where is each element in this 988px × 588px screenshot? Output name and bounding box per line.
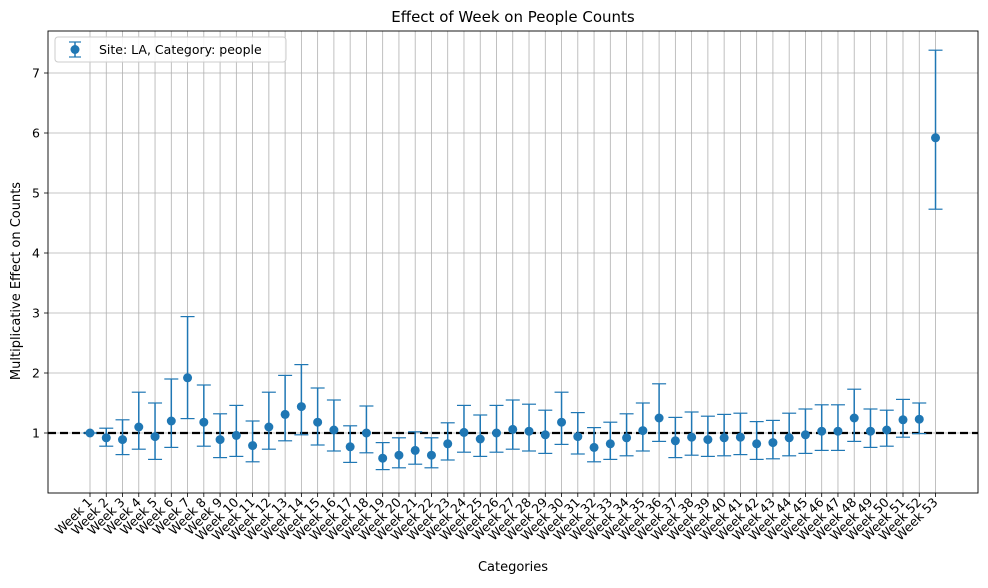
legend-label: Site: LA, Category: people — [99, 42, 262, 57]
data-point — [752, 439, 762, 449]
data-point — [638, 426, 648, 436]
data-point — [345, 442, 355, 452]
data-point — [865, 426, 875, 436]
data-point — [589, 442, 599, 452]
data-point — [264, 422, 274, 432]
y-tick-label: 4 — [32, 246, 40, 261]
plot-frame — [47, 30, 979, 494]
data-point — [800, 430, 810, 440]
data-point — [605, 439, 615, 449]
data-point — [85, 428, 95, 438]
legend: Site: LA, Category: people — [54, 36, 287, 63]
data-point — [378, 453, 388, 463]
data-point — [622, 433, 632, 443]
data-point — [443, 439, 453, 449]
data-point — [134, 422, 144, 432]
chart-title: Effect of Week on People Counts — [391, 8, 635, 26]
data-point — [459, 427, 469, 437]
data-point — [394, 450, 404, 460]
data-point — [670, 436, 680, 446]
y-tick-label: 7 — [32, 66, 40, 81]
data-point — [118, 435, 128, 445]
data-point — [687, 432, 697, 442]
data-point — [231, 430, 241, 440]
data-point — [296, 402, 306, 412]
x-axis-label: Categories — [478, 560, 548, 575]
data-point — [735, 432, 745, 442]
data-point — [410, 445, 420, 455]
data-point — [426, 450, 436, 460]
data-point — [849, 413, 859, 423]
data-point — [248, 441, 258, 451]
legend-box — [54, 36, 287, 63]
data-point — [183, 373, 193, 383]
data-point — [557, 417, 567, 427]
data-point — [719, 433, 729, 443]
data-point — [475, 434, 485, 444]
y-tick-label: 5 — [32, 186, 40, 201]
legend-marker-point — [70, 45, 80, 54]
data-point — [101, 433, 111, 443]
data-point — [817, 426, 827, 436]
data-point — [833, 426, 843, 436]
data-point — [361, 428, 371, 438]
data-point — [784, 433, 794, 443]
data-point — [313, 417, 323, 427]
data-point — [492, 428, 501, 438]
data-point — [280, 409, 290, 419]
y-tick-label: 2 — [32, 366, 40, 381]
data-point — [540, 430, 550, 440]
data-point — [329, 425, 339, 435]
y-tick-label: 3 — [32, 306, 40, 321]
data-point — [150, 432, 160, 442]
data-series — [48, 49, 978, 471]
data-point — [573, 432, 583, 442]
data-point — [703, 435, 713, 445]
data-point — [654, 413, 664, 423]
y-axis-label: Multiplicative Effect on Counts — [9, 182, 24, 380]
data-point — [508, 424, 518, 434]
data-point — [768, 438, 778, 448]
y-tick-label: 1 — [32, 426, 40, 441]
data-point — [215, 435, 225, 445]
y-tick-label: 6 — [32, 126, 40, 141]
data-point — [199, 417, 209, 427]
data-point — [524, 426, 534, 436]
data-point — [898, 415, 908, 425]
data-point — [166, 416, 176, 426]
data-point — [931, 133, 941, 143]
data-point — [914, 414, 924, 424]
data-point — [882, 425, 892, 435]
